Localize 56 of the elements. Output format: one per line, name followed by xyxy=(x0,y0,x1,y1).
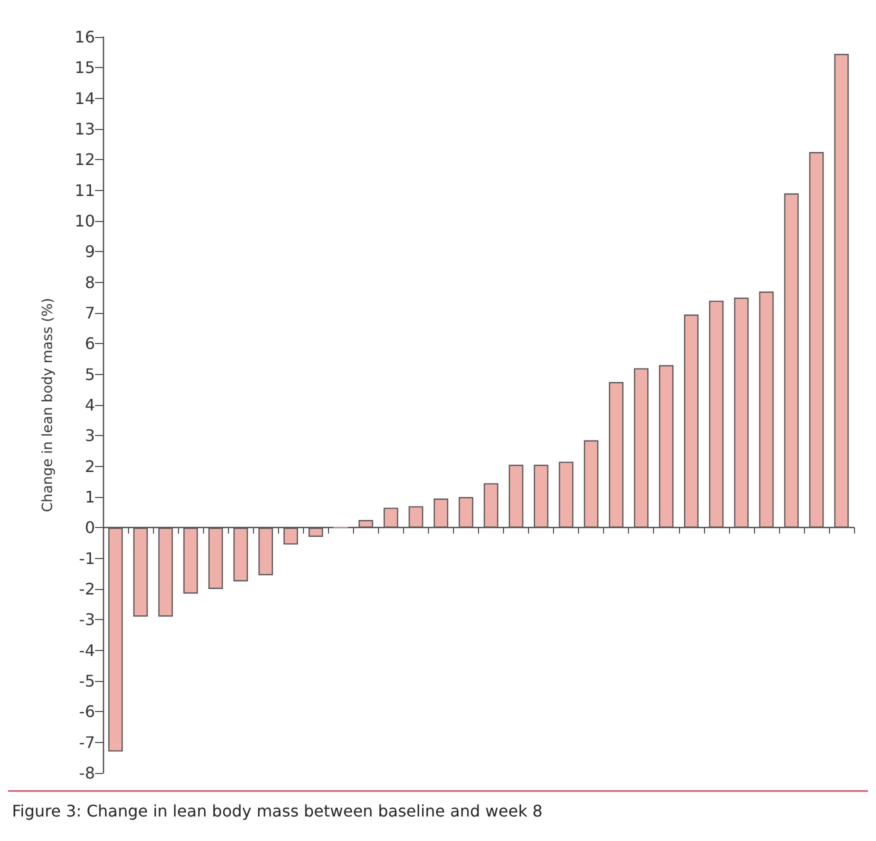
bar xyxy=(458,497,474,528)
y-tick-label: 3 xyxy=(84,426,95,446)
y-tick-label: -6 xyxy=(79,702,95,722)
bar xyxy=(358,520,374,528)
bar xyxy=(608,382,624,528)
bar xyxy=(208,528,223,589)
bar xyxy=(484,483,498,528)
y-tick-label: -2 xyxy=(79,580,95,598)
y-tick-label: -1 xyxy=(79,548,95,568)
bar xyxy=(434,498,448,528)
y-tick-label: -8 xyxy=(79,764,95,782)
bar xyxy=(634,368,648,528)
y-tick-label: 16 xyxy=(74,28,95,46)
bar xyxy=(534,464,548,528)
y-tick-label: 6 xyxy=(84,334,95,354)
bar xyxy=(834,54,849,528)
y-tick-label: 11 xyxy=(74,180,95,200)
y-tick-label: 13 xyxy=(74,120,95,138)
bar xyxy=(108,528,123,752)
y-tick-label: -3 xyxy=(79,610,95,630)
caption: Figure 3: Change in lean body mass between baseline and week 8 xyxy=(12,802,543,820)
bar xyxy=(258,528,273,576)
bar xyxy=(709,300,724,528)
y-tick-label: 0 xyxy=(84,518,95,538)
bar xyxy=(183,528,198,594)
y-tick-label: 10 xyxy=(74,212,95,230)
y-tick-label: 14 xyxy=(74,88,95,108)
bar xyxy=(658,365,674,528)
bar xyxy=(133,528,148,617)
bar xyxy=(384,508,398,528)
bar xyxy=(734,298,749,528)
y-tick-label: 15 xyxy=(74,58,95,78)
y-tick-label: 9 xyxy=(84,242,95,262)
y-tick-label: 5 xyxy=(84,364,95,384)
bar xyxy=(809,152,824,528)
y-tick-label: 12 xyxy=(74,150,95,170)
y-tick-label: 4 xyxy=(84,396,95,414)
y-tick-label: 8 xyxy=(84,272,95,292)
bar xyxy=(508,464,524,528)
bar xyxy=(158,528,173,617)
bar xyxy=(233,528,248,582)
y-tick-label: -4 xyxy=(79,640,95,660)
y-tick-label: -7 xyxy=(79,732,95,752)
bar xyxy=(784,193,799,528)
bar xyxy=(558,462,574,528)
bar xyxy=(308,528,324,537)
bar xyxy=(684,314,699,528)
bar xyxy=(408,506,424,528)
y-tick-label: -5 xyxy=(79,672,95,690)
bar xyxy=(759,292,774,528)
y-axis-title: Change in lean body mass (%) xyxy=(40,298,56,512)
y-tick-label: 7 xyxy=(84,304,95,322)
bar xyxy=(283,528,298,545)
y-tick-label: 1 xyxy=(84,488,95,506)
y-tick-label: 2 xyxy=(84,456,95,476)
bar xyxy=(584,440,598,528)
